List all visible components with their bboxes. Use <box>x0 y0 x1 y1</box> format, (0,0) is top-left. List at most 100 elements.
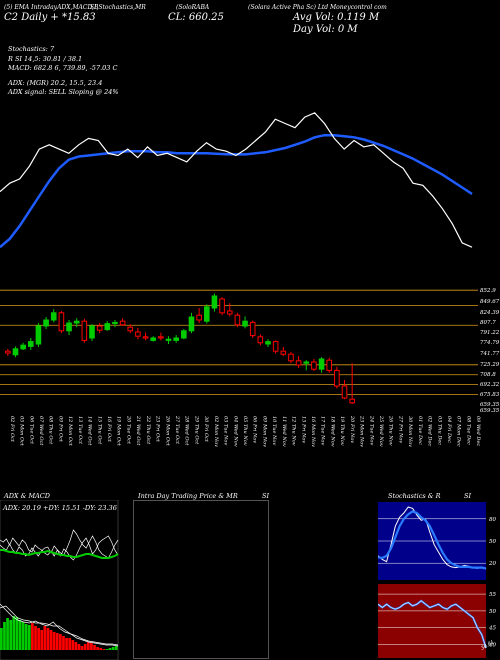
macd-bar <box>96 647 99 650</box>
y-tick-label: 659.35 <box>480 408 500 414</box>
macd-bar <box>62 636 65 650</box>
candle-body <box>112 321 118 325</box>
candle-body <box>20 344 26 350</box>
x-tick-label: 19 Thu Nov <box>339 416 345 446</box>
x-tick-label: 07 Mon Dec <box>456 416 462 447</box>
candle-body <box>196 314 202 321</box>
candlestick-chart: 852.9 849.67 824.39 807.7 791.22 774.79 741.77… <box>0 288 500 447</box>
macd-bar <box>77 644 81 650</box>
candle-body <box>50 312 57 321</box>
macd-bar <box>90 643 93 650</box>
adx-series-line <box>0 535 119 561</box>
candle-body <box>12 348 19 356</box>
price-line <box>0 112 473 248</box>
macd-bar <box>0 628 3 650</box>
adx-series-line <box>0 549 119 559</box>
x-tick-label: 09 Fri Oct <box>57 416 63 443</box>
x-tick-label: 02 Wed Dec <box>427 416 433 446</box>
macd-bar <box>12 616 16 650</box>
candle-body <box>66 322 72 332</box>
candle-body <box>242 320 248 327</box>
macd-bar <box>71 640 75 650</box>
macd-bar <box>3 622 6 650</box>
y-tick-label: 791.22 <box>480 330 500 336</box>
candle-body <box>173 337 179 341</box>
y-tick-label: 659.35 <box>480 402 500 408</box>
macd-bar <box>68 638 72 650</box>
x-tick-label: 27 Fri Nov <box>397 415 403 443</box>
macd-signal-line <box>0 605 119 646</box>
macd-bar <box>27 625 31 650</box>
y-tick-label: 708.8 <box>480 372 496 378</box>
x-tick-label: 02 Fri Oct <box>9 416 15 443</box>
macd-bar <box>65 638 68 650</box>
x-tick-label: 17 Tue Nov <box>320 416 326 445</box>
x-tick-label: 26 Thu Nov <box>388 415 394 446</box>
rsi-background <box>378 584 486 658</box>
macd-bar <box>37 628 40 650</box>
x-tick-label: 15 Thu Oct <box>96 416 102 445</box>
y-tick-label: 741.77 <box>480 351 500 357</box>
macd-bar <box>52 632 56 650</box>
stoch-tick: 50 <box>489 539 496 545</box>
candle-body <box>203 306 210 322</box>
x-tick-label: 09 Wed Dec <box>475 416 481 446</box>
candle-body <box>288 353 294 362</box>
x-tick-label: 30 Fri Oct <box>203 416 209 443</box>
candle-body <box>58 312 65 332</box>
candle-body <box>303 361 310 364</box>
ema-line <box>0 133 473 249</box>
x-tick-label: 08 Thu Oct <box>48 416 54 445</box>
price-ema-chart <box>0 112 473 249</box>
rsi-value: R SI 14,5: 30.81 / 38.1 <box>8 55 83 63</box>
stochastics-value: Stochastics: 7 <box>8 45 55 53</box>
stochastics-title-suffix: SI <box>464 492 472 500</box>
x-tick-label: 22 Thu Oct <box>145 415 151 445</box>
x-tick-label: 13 Fri Nov <box>300 416 306 443</box>
macd-bar <box>40 630 44 650</box>
intraday-frame <box>133 500 269 659</box>
x-tick-label: 26 Mon Oct <box>164 415 170 447</box>
intraday-title-suffix: SI <box>262 492 270 500</box>
candle-body <box>188 316 195 332</box>
candle-body <box>119 320 126 326</box>
x-tick-label: 13 Tue Oct <box>77 416 83 445</box>
x-tick-label: 12 Thu Nov <box>291 416 297 446</box>
x-tick-label: 03 Tue Nov <box>223 416 229 445</box>
header-stoch-label: SI,Stochastics,MR <box>90 4 146 11</box>
macd-bar <box>34 626 37 650</box>
x-tick-label: 04 Fri Dec <box>446 416 452 443</box>
x-tick-label: 23 Mon Nov <box>359 415 365 447</box>
stoch-line <box>378 510 487 570</box>
candle-body <box>257 336 264 344</box>
x-tick-label: 23 Fri Oct <box>155 415 161 443</box>
candle-body <box>249 321 256 337</box>
rsi-line-overlay <box>378 600 487 648</box>
adx-macd-title: ADX & MACD <box>4 492 50 500</box>
x-tick-label: 18 Wed Nov <box>329 416 335 447</box>
candle-body <box>127 326 134 332</box>
candle-body <box>73 320 80 324</box>
header-change: C2 Daily + *15.83 <box>4 12 96 23</box>
candle-body <box>158 336 164 339</box>
x-tick-label: 12 Mon Oct <box>67 416 73 447</box>
close-price: CL: 660.25 <box>168 12 224 23</box>
macd-bar <box>114 646 118 650</box>
macd-bar <box>46 628 50 650</box>
macd-bar <box>18 620 22 650</box>
candle-body <box>311 361 317 370</box>
y-tick-label: 852.9 <box>480 288 496 294</box>
candle-body <box>81 320 88 341</box>
x-tick-label: 20 Fri Nov <box>349 415 355 443</box>
header-ema-label: (5) EMA IntradayADX,MACD,B <box>4 4 99 11</box>
y-tick-label: 725.29 <box>480 362 500 368</box>
candle-body <box>326 359 333 371</box>
candle-body <box>165 338 172 341</box>
macd-bar <box>86 642 90 650</box>
rsi-tick: 40 <box>488 643 496 649</box>
candle-body <box>349 398 355 404</box>
rsi-tick: 55 <box>489 592 496 598</box>
x-tick-label: 28 Wed Oct <box>184 415 190 446</box>
x-tick-label: 30 Mon Nov <box>407 416 413 447</box>
